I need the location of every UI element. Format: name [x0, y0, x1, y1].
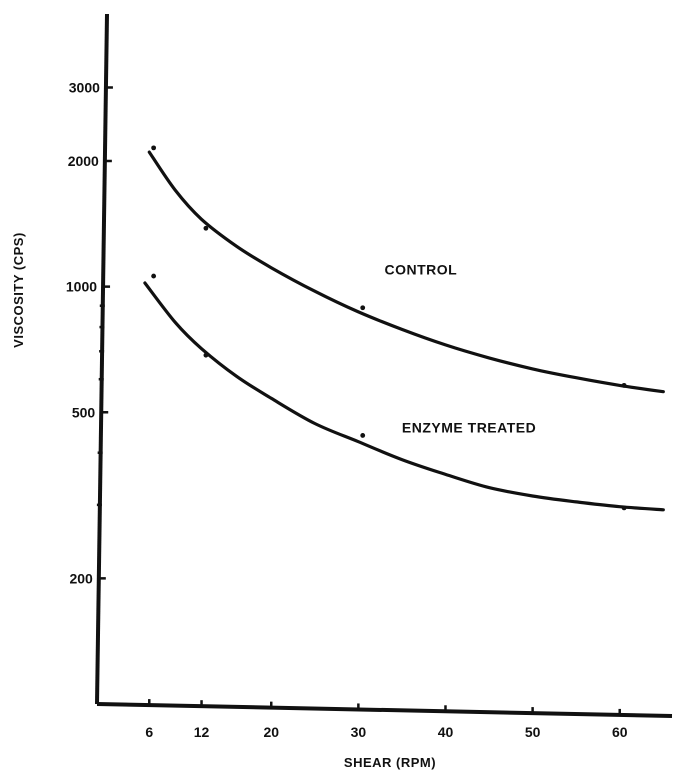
data-point: [621, 382, 627, 388]
data-point: [151, 273, 157, 279]
y-tick-label: 3000: [69, 79, 100, 95]
x-axis-line: [96, 702, 673, 718]
data-point: [360, 433, 366, 438]
series-line-enzyme-treated: [143, 281, 665, 512]
x-axis-title: SHEAR (RPM): [344, 755, 436, 770]
series-label-control: CONTROL: [385, 261, 458, 277]
y-axis-title: VISCOSITY (CPS): [11, 232, 26, 348]
y-tick-label: 1000: [66, 279, 97, 295]
x-tick-label: 50: [525, 724, 541, 740]
series-label-enzyme-treated: ENZYME TREATED: [402, 419, 536, 435]
data-point: [621, 505, 627, 511]
x-tick-label: 40: [438, 724, 454, 740]
data-points: [151, 145, 627, 511]
axes: [95, 13, 673, 718]
x-tick-label: 6: [145, 724, 153, 740]
x-tick-label: 20: [263, 724, 279, 740]
data-point: [151, 145, 157, 151]
ticks: 6 12 20 30 40 50 60 200 500 1000 2000 3000: [66, 79, 628, 740]
x-tick-label: 12: [194, 724, 210, 740]
data-point: [360, 305, 366, 311]
x-tick-label: 30: [351, 724, 367, 740]
y-tick-label: 200: [69, 570, 93, 586]
series-labels: CONTROL ENZYME TREATED: [385, 261, 536, 435]
data-point: [203, 352, 209, 358]
x-tick-label: 60: [612, 724, 628, 740]
y-axis-line: [95, 13, 109, 705]
curves: [143, 150, 665, 512]
series-line-control: [147, 150, 665, 394]
y-tick-label: 2000: [68, 153, 99, 169]
y-tick-label: 500: [72, 404, 96, 420]
data-point: [203, 225, 209, 231]
